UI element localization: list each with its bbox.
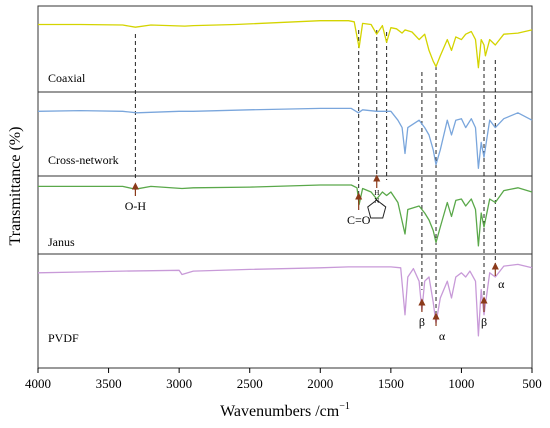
x-tick-label-1500: 1500 <box>378 376 404 391</box>
series-line-coaxial <box>38 20 533 69</box>
series-line-pvdf <box>37 263 533 337</box>
series-label-janus: Janus <box>48 235 75 249</box>
x-tick-label-500: 500 <box>522 376 542 391</box>
x-tick-label-4000: 4000 <box>25 376 51 391</box>
x-axis-title-text: Wavenumbers /cm <box>220 403 340 420</box>
series-label-cross-network: Cross-network <box>48 153 119 167</box>
y-axis-title: Transmittance (%) <box>7 127 24 246</box>
reference-lines <box>134 30 496 318</box>
annotation-pyrrole-n: N <box>374 197 379 205</box>
x-axis-ticks: 4000 3500 3000 2500 2000 1500 1000 500 <box>25 368 542 391</box>
annotation---1180: α <box>439 329 446 343</box>
annotation---840: β <box>481 315 487 329</box>
x-tick-label-2000: 2000 <box>307 376 333 391</box>
panel-frames <box>37 5 533 369</box>
pyrrole-ring-icon <box>367 199 387 219</box>
x-tick-label-1000: 1000 <box>448 376 474 391</box>
series-label-coaxial: Coaxial <box>48 71 86 85</box>
panel-frame-coaxial <box>37 5 533 93</box>
x-axis-title-sup: −1 <box>339 401 350 412</box>
annotation---760: α <box>498 277 505 291</box>
series-line-janus <box>38 184 533 247</box>
x-tick-label-3500: 3500 <box>96 376 122 391</box>
annotation-c-o-1728: C=O <box>347 213 371 227</box>
x-axis-title: Wavenumbers /cm−1 <box>220 401 350 420</box>
series-label-pvdf: PVDF <box>48 331 79 345</box>
series-layer: Coaxial Cross-network Janus PVDF <box>37 20 533 345</box>
annotation-o-h-3310: O-H <box>125 199 147 213</box>
x-tick-label-3000: 3000 <box>166 376 192 391</box>
x-tick-label-2500: 2500 <box>237 376 263 391</box>
panel-frame-janus <box>37 175 533 255</box>
annotation---1280: β <box>419 315 425 329</box>
series-line-cross-network <box>37 107 533 169</box>
panel-frame-pvdf <box>37 253 533 369</box>
annotation-pyrrole-h: H <box>374 189 379 197</box>
